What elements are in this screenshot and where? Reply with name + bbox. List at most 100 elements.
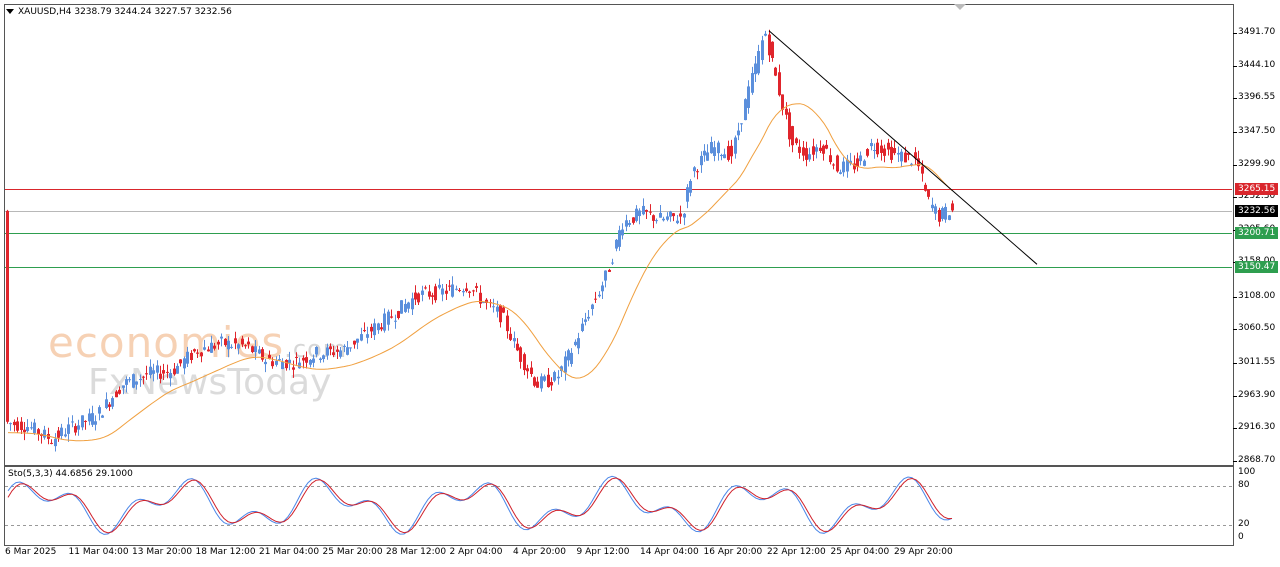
candle-body	[190, 352, 193, 360]
candle-body	[536, 381, 539, 388]
candle-body	[366, 334, 369, 338]
candle-body	[329, 346, 332, 350]
candle-body	[380, 327, 383, 330]
candle-body	[547, 374, 550, 388]
candle-body	[676, 220, 679, 224]
price-tick-label: 3158.00	[1238, 256, 1275, 266]
chart-shift-marker-icon[interactable]	[954, 4, 966, 10]
candle-body	[152, 370, 155, 374]
candle-body	[258, 349, 261, 354]
candlesticks	[6, 29, 954, 452]
candle-body	[411, 298, 414, 310]
candle-body	[604, 270, 607, 281]
candle-body	[149, 366, 152, 375]
time-tick-label: 9 Apr 12:00	[576, 547, 630, 557]
candle-body	[798, 146, 801, 153]
candle-body	[360, 334, 363, 341]
price-tick-mark	[1233, 164, 1237, 166]
candle-body	[176, 365, 179, 374]
candle-body	[135, 381, 138, 385]
candle-body	[917, 158, 920, 167]
candle-body	[77, 425, 80, 430]
resistance-price-tag: 3265.15	[1235, 182, 1279, 195]
candle-body	[302, 357, 305, 361]
candle-body	[105, 399, 108, 408]
candle-body	[394, 320, 397, 322]
candle-body	[819, 147, 822, 151]
candle-body	[57, 430, 60, 438]
descending-trendline	[768, 30, 1038, 265]
candle-body	[326, 347, 329, 356]
candle-body	[873, 150, 876, 152]
price-axis[interactable]: 3491.70 3444.10 3396.55 3347.50 3299.90 3252.…	[1233, 4, 1280, 564]
candle-body	[832, 164, 835, 166]
candle-body	[169, 372, 172, 379]
time-tick-label: 29 Apr 20:00	[894, 547, 953, 557]
candle-body	[485, 299, 488, 303]
candle-body	[26, 427, 29, 432]
candle-body	[373, 323, 376, 336]
candle-body	[132, 374, 135, 388]
candle-body	[281, 361, 284, 370]
candle-body	[853, 163, 856, 170]
candle-body	[332, 352, 335, 356]
candle-body	[706, 152, 709, 161]
candle-body	[842, 161, 845, 173]
candle-body	[859, 155, 862, 162]
candle-body	[601, 285, 604, 292]
time-tick-label: 21 Mar 04:00	[259, 547, 320, 557]
candle-body	[234, 338, 237, 344]
candle-body	[20, 421, 23, 430]
candle-body	[570, 352, 573, 364]
candle-body	[33, 422, 36, 434]
candle-body	[934, 206, 937, 214]
candle-body	[540, 376, 543, 389]
candle-body	[458, 290, 461, 292]
candle-body	[642, 205, 645, 215]
candle-body	[71, 421, 74, 423]
current-price-tag: 3232.56	[1235, 205, 1279, 218]
price-tick-mark	[1233, 33, 1237, 34]
candle-body	[812, 146, 815, 155]
candle-body	[788, 112, 791, 140]
candle-body	[880, 145, 883, 153]
candle-body	[669, 211, 672, 217]
candle-body	[292, 367, 295, 370]
candle-body	[407, 302, 410, 309]
candle-body	[417, 293, 420, 303]
candle-body	[363, 330, 366, 332]
time-tick-label: 18 Mar 12:00	[195, 547, 256, 557]
candle-body	[944, 206, 947, 220]
candle-body	[594, 298, 597, 300]
candle-body	[122, 385, 125, 388]
candle-body	[370, 326, 373, 332]
candle-body	[315, 346, 318, 355]
candle-body	[791, 126, 794, 146]
candle-body	[224, 338, 227, 346]
candle-body	[37, 429, 40, 435]
candle-body	[98, 407, 101, 414]
fxnewstoday-watermark: FxNewsToday	[88, 362, 332, 403]
candle-body	[88, 413, 91, 422]
candle-body	[506, 315, 509, 332]
candle-body	[737, 130, 740, 136]
candle-body	[615, 239, 618, 249]
candle-body	[74, 426, 77, 433]
price-tick-label: 3108.00	[1238, 290, 1276, 301]
candle-body	[30, 427, 33, 429]
time-axis[interactable]: 6 Mar 2025 11 Mar 04:00 13 Mar 20:00 18 Mar…	[4, 545, 1232, 565]
candle-body	[802, 147, 805, 156]
candle-body	[207, 349, 210, 352]
stoch-tick-label: 0	[1238, 532, 1244, 542]
candle-body	[383, 313, 386, 331]
candle-body	[217, 341, 220, 345]
candle-body	[94, 421, 97, 425]
candle-body	[717, 142, 720, 154]
collapse-triangle-icon[interactable]	[6, 9, 14, 14]
candle-body	[883, 148, 886, 156]
candle-body	[349, 347, 352, 349]
candle-body	[472, 290, 475, 292]
candle-body	[907, 152, 910, 155]
candle-body	[145, 373, 148, 375]
